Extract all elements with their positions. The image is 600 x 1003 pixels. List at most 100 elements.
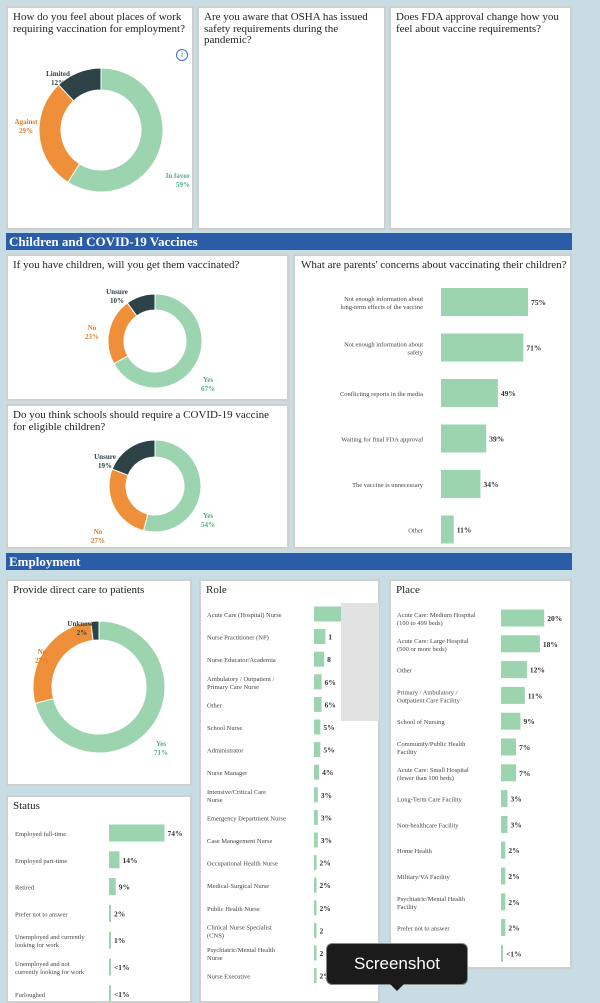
slice-in-favor <box>67 67 164 193</box>
category-label-other: Other <box>408 528 424 535</box>
role-scrollbar[interactable] <box>341 603 379 721</box>
bar-psychiatric-mental-health-facility <box>501 893 506 911</box>
value-label-case-management-nurse: 3% <box>321 836 332 845</box>
category-label-employed-part-time: Employed part-time <box>15 858 67 865</box>
value-label-nurse-practitioner-np: 1 <box>328 633 332 642</box>
slice-value-no: 27% <box>35 657 49 665</box>
slice-label-yes: Yes <box>203 376 213 384</box>
slice-yes <box>34 620 166 754</box>
panel-schools-require: Do you think schools should require a CO… <box>6 404 289 549</box>
category-label-other: Other <box>397 668 413 675</box>
slice-no <box>108 468 149 532</box>
category-label-acute-care-large-hospital-500-or-more-beds: (500 or more beds) <box>397 646 447 653</box>
slice-label-against: Against <box>15 118 39 126</box>
panel-place: Place Acute Care: Medium Hospital (100 to… <box>389 579 572 969</box>
bar-conflicting-reports-in-the-media <box>441 379 498 407</box>
bar-acute-care-small-hospital-fewer-than-100-beds <box>501 764 517 782</box>
bar-ambulatory-outpatient-primary-care-nurse <box>314 674 322 690</box>
category-label-nurse-manager: Nurse Manager <box>207 770 248 777</box>
info-icon[interactable]: i <box>176 49 188 61</box>
category-label-intensive-critical-care-nurse: Intensive/Critical Care <box>207 789 266 796</box>
slice-unsure <box>126 293 156 317</box>
category-label-emergency-department-nurse: Emergency Department Nurse <box>207 815 286 822</box>
bar-home-health <box>501 841 506 859</box>
slice-label-no: No <box>88 324 97 332</box>
bar-nurse-practitioner-np <box>314 629 326 645</box>
value-label-acute-care-medium-hospital-100-to-499-beds: 20% <box>547 614 562 623</box>
value-label-nurse-educator-academia: 8 <box>327 655 331 664</box>
category-label-clinical-nurse-specialist-cns: (CNS) <box>207 932 224 939</box>
category-label-conflicting-reports-in-the-media: Conflicting reports in the media <box>340 391 423 398</box>
bar-unemployed-and-not-currently-looking-for-work <box>109 958 111 976</box>
slice-no <box>107 302 138 365</box>
bar-prefer-not-to-answer <box>501 919 506 937</box>
bar-not-enough-information-about-long-term-effects-of-the-vaccine <box>441 288 528 316</box>
bar-employed-part-time <box>109 851 120 869</box>
question-schools-require: Do you think schools should require a CO… <box>13 409 270 433</box>
value-label-school-of-nursing: 9% <box>523 717 534 726</box>
slice-value-yes: 54% <box>201 521 215 529</box>
category-label-primary-ambulatory-outpatient-care-facility: Primary / Ambulatory / <box>397 689 458 696</box>
bar-intensive-critical-care-nurse <box>314 787 318 803</box>
bar-school-of-nursing <box>501 712 521 730</box>
category-label-acute-care-hospital-nurse: Acute Care (Hospital) Nurse <box>207 612 282 619</box>
slice-label-no: No <box>94 528 103 536</box>
category-label-the-vaccine-is-unnecessary: The vaccine is unnecessary <box>352 482 424 489</box>
category-label-unemployed-and-not-currently-looking-for-work: currently looking for work <box>15 969 85 976</box>
value-label-primary-ambulatory-outpatient-care-facility: 11% <box>528 691 543 700</box>
category-label-unemployed-and-currently-looking-for-work: looking for work <box>15 942 60 949</box>
bar-other <box>314 696 322 712</box>
bar-school-nurse <box>314 719 321 735</box>
panel-fda-approval: Does FDA approval change how you feel ab… <box>389 6 572 230</box>
value-label-nurse-manager: 4% <box>322 768 333 777</box>
value-label-prefer-not-to-answer: 2% <box>508 924 519 933</box>
slice-limited <box>57 67 102 102</box>
value-label-conflicting-reports-in-the-media: 49% <box>501 389 516 398</box>
bar-administrator <box>314 742 321 758</box>
category-label-acute-care-medium-hospital-100-to-499-beds: (100 to 499 beds) <box>397 620 443 627</box>
value-label-blank: <1% <box>506 949 522 958</box>
category-label-community-public-health-facility: Community/Public Health <box>397 741 466 748</box>
category-label-ambulatory-outpatient-primary-care-nurse: Primary Care Nurse <box>207 684 259 691</box>
question-parent-concerns: What are parents' concerns about vaccina… <box>301 259 567 271</box>
category-label-school-of-nursing: School of Nursing <box>397 719 445 726</box>
value-label-nurse-executive: 2% <box>320 972 331 981</box>
slice-label-no: No <box>38 648 47 656</box>
slice-value-in-favor: 59% <box>176 181 190 189</box>
question-direct-care: Provide direct care to patients <box>13 584 145 596</box>
category-label-nurse-practitioner-np: Nurse Practitioner (NP) <box>207 635 269 642</box>
panel-children-vaccinated: If you have children, will you get them … <box>6 254 289 401</box>
slice-value-yes: 71% <box>154 749 168 757</box>
slice-value-limited: 12% <box>51 79 65 87</box>
category-label-not-enough-information-about-long-term-effects-of-the-vaccine: long-term effects of the vaccine <box>340 304 423 311</box>
value-label-public-health-nurse: 2% <box>320 904 331 913</box>
slice-value-against: 29% <box>19 127 33 135</box>
value-label-community-public-health-facility: 7% <box>519 743 530 752</box>
bar-nurse-educator-academia <box>314 651 325 667</box>
panel-osha-awareness: Are you aware that OSHA has issued safet… <box>197 6 386 230</box>
slice-value-unsure: 10% <box>110 297 124 305</box>
bar-medical-surgical-nurse <box>314 877 317 893</box>
category-label-retired: Retired <box>15 885 35 892</box>
bar-non-healthcare-facility <box>501 815 508 833</box>
value-label-furloughed: <1% <box>114 990 130 999</box>
donut-osha-awareness: Yes46%No43%Unsure11% <box>199 8 386 230</box>
value-label-non-healthcare-facility: 3% <box>510 820 521 829</box>
value-label-other: 6% <box>325 700 336 709</box>
category-label-school-nurse: School Nurse <box>207 725 242 732</box>
bar-chart-role: Acute Care (Hospital) Nurse Nurse Practit… <box>207 606 350 984</box>
value-label-acute-care-small-hospital-fewer-than-100-beds: 7% <box>519 769 530 778</box>
category-label-not-enough-information-about-safety: safety <box>407 350 423 357</box>
category-label-ambulatory-outpatient-primary-care-nurse: Ambulatory / Outpatient / <box>207 676 275 683</box>
bar-chart-status: Employed full-time 74% Employed part-time 1… <box>15 824 183 1001</box>
category-label-primary-ambulatory-outpatient-care-facility: Outpatient Care Facility <box>397 697 461 704</box>
bar-blank <box>501 944 503 962</box>
bar-prefer-not-to-answer <box>109 904 111 922</box>
category-label-unemployed-and-currently-looking-for-work: Unemployed and currently <box>15 934 85 941</box>
category-label-home-health: Home Health <box>397 848 433 855</box>
bar-chart-place: Acute Care: Medium Hospital(100 to 499 b… <box>397 609 562 962</box>
bar-retired <box>109 878 116 896</box>
slice-label-limited: Limited <box>46 70 70 78</box>
category-label-psychiatric-mental-health-facility: Psychiatric/Mental Health <box>397 896 466 903</box>
